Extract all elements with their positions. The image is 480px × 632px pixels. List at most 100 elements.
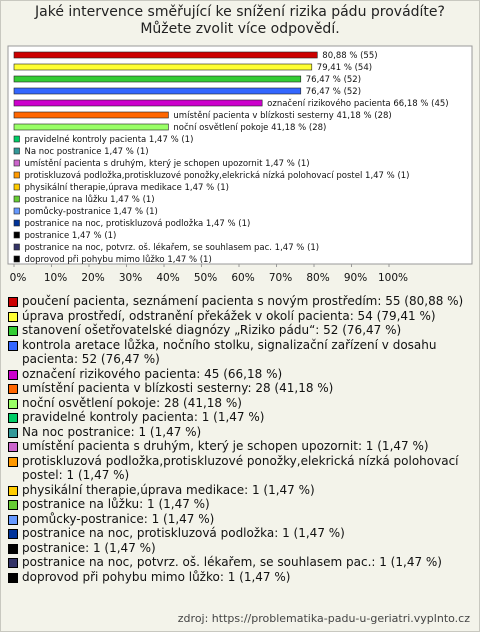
- legend-swatch: [8, 369, 18, 380]
- value-label: Na noc postranice 1,47 % (1): [25, 147, 149, 157]
- legend-swatch: [8, 529, 18, 539]
- legend-swatch: [8, 297, 18, 307]
- bar: [13, 87, 302, 95]
- legend-item: doprovod při pohybu mimo lůžko: 1 (1,47 …: [8, 570, 472, 585]
- value-label: physikální therapie,úprava medikace 1,47…: [25, 183, 229, 193]
- legend-label: poučení pacienta, seznámení pacienta s n…: [22, 294, 464, 308]
- legend-swatch: [8, 514, 18, 525]
- value-label: doprovod při pohybu mimo lůžko 1,47 % (1…: [25, 254, 212, 265]
- bar: [13, 243, 20, 251]
- legend-item: pravidelné kontroly pacienta: 1 (1,47 %): [8, 410, 472, 425]
- bar: [13, 195, 20, 203]
- legend-swatch: [8, 500, 18, 510]
- legend-item: označení rizikového pacienta: 45 (66,18 …: [8, 367, 472, 382]
- plot-area: [7, 45, 473, 265]
- x-tick-label: 10%: [44, 272, 67, 284]
- x-tick-label: 60%: [231, 272, 254, 284]
- x-tick-label: 30%: [119, 272, 142, 284]
- bar: [13, 159, 20, 167]
- legend-item: úprava prostředí, odstranění překážek v …: [8, 309, 472, 324]
- bar: [13, 231, 20, 239]
- bar: [13, 171, 20, 179]
- bar: [13, 147, 20, 155]
- bar: [13, 111, 169, 119]
- chart-title: Jaké intervence směřující ke snížení riz…: [35, 4, 445, 37]
- legend-item: poučení pacienta, seznámení pacienta s n…: [8, 294, 472, 309]
- value-label: umístění pacienta v blízkosti sesterny 4…: [173, 111, 391, 121]
- legend-label: physikální therapie,úprava medikace: 1 (…: [22, 482, 315, 497]
- value-label: označení rizikového pacienta 66,18 % (45…: [267, 98, 448, 109]
- legend-item: stanovení ošetřovatelské diagnózy „Rizik…: [8, 323, 472, 338]
- legend-label: kontrola aretace lůžka, nočního stolku, …: [22, 337, 437, 367]
- legend-label: postranice na lůžku: 1 (1,47 %): [22, 497, 210, 511]
- legend-item: kontrola aretace lůžka, nočního stolku, …: [8, 338, 472, 367]
- chart: 0% 10% 20% 30% 40% 50% 60% 70% 80% 90% 100% 80,88 %…: [7, 45, 473, 284]
- bar: [13, 123, 169, 131]
- legend-swatch: [8, 340, 18, 351]
- legend-label: noční osvětlení pokoje: 28 (41,18 %): [22, 395, 242, 410]
- legend-label: postranice: 1 (1,47 %): [22, 540, 156, 555]
- value-label: umístění pacienta s druhým, který je sch…: [25, 159, 310, 169]
- x-tick-label: 70%: [269, 272, 292, 284]
- legend-item: pomůcky-postranice: 1 (1,47 %): [8, 512, 472, 527]
- bar: [13, 207, 20, 215]
- legend-swatch: [8, 384, 18, 394]
- legend-item: Na noc postranice: 1 (1,47 %): [8, 425, 472, 440]
- bar: [13, 183, 20, 191]
- legend-item: postranice na noc, potvrz. oš. lékařem, …: [8, 555, 472, 570]
- legend-swatch: [8, 456, 18, 467]
- value-label: postranice na noc, potvrz. oš. lékařem, …: [25, 242, 320, 253]
- value-label: postranice na noc, protiskluzová podložk…: [25, 219, 251, 229]
- bar: [13, 135, 20, 143]
- legend-swatch: [8, 427, 18, 438]
- legend-item: postranice na lůžku: 1 (1,47 %): [8, 497, 472, 512]
- legend-label: postranice na noc, protiskluzová podložk…: [22, 526, 345, 540]
- value-label: 76,47 % (52): [306, 87, 361, 97]
- source: zdroj: https://problematika-padu-u-geria…: [177, 612, 470, 625]
- bar: [13, 75, 302, 83]
- legend-swatch: [8, 543, 18, 554]
- bar: [13, 51, 318, 59]
- legend-label: doprovod při pohybu mimo lůžko: 1 (1,47 …: [22, 569, 291, 584]
- legend-swatch: [8, 558, 18, 568]
- legend-label: umístění pacienta v blízkosti sesterny: …: [22, 381, 334, 395]
- legend-swatch: [8, 442, 18, 452]
- bar: [13, 219, 20, 227]
- x-tick-label: 90%: [344, 272, 367, 284]
- value-label: postranice 1,47 % (1): [25, 231, 117, 241]
- legend-swatch: [8, 485, 18, 496]
- legend-label: umístění pacienta s druhým, který je sch…: [22, 439, 429, 453]
- legend-swatch: [8, 326, 18, 336]
- value-label: pomůcky-postranice 1,47 % (1): [25, 206, 158, 217]
- value-label: 76,47 % (52): [306, 75, 361, 85]
- value-label: postranice na lůžku 1,47 % (1): [25, 194, 155, 205]
- legend-swatch: [8, 572, 18, 583]
- legend-label: protiskluzová podložka,protiskluzové pon…: [22, 453, 459, 483]
- legend-item: protiskluzová podložka,protiskluzové pon…: [8, 454, 472, 483]
- legend-swatch: [8, 398, 18, 409]
- value-label: 79,41 % (54): [317, 63, 372, 73]
- value-label: pravidelné kontroly pacienta 1,47 % (1): [25, 134, 194, 145]
- legend-label: označení rizikového pacienta: 45 (66,18 …: [22, 366, 283, 381]
- value-label: noční osvětlení pokoje 41,18 % (28): [173, 122, 326, 133]
- x-tick-label: 80%: [306, 272, 329, 284]
- legend-label: pomůcky-postranice: 1 (1,47 %): [22, 511, 215, 526]
- legend-item: umístění pacienta v blízkosti sesterny: …: [8, 381, 472, 396]
- bar: [13, 255, 20, 263]
- x-tick-label: 40%: [156, 272, 179, 284]
- bar: [13, 63, 313, 71]
- legend-item: postranice: 1 (1,47 %): [8, 541, 472, 556]
- x-tick-label: 50%: [194, 272, 217, 284]
- legend: poučení pacienta, seznámení pacienta s n…: [8, 294, 472, 584]
- value-label: 80,88 % (55): [322, 51, 377, 61]
- x-tick-label: 100%: [378, 272, 408, 284]
- legend-swatch: [8, 311, 18, 322]
- legend-swatch: [8, 413, 18, 423]
- legend-label: Na noc postranice: 1 (1,47 %): [22, 424, 202, 439]
- x-tick-label: 0%: [10, 272, 27, 284]
- legend-item: umístění pacienta s druhým, který je sch…: [8, 439, 472, 454]
- legend-item: noční osvětlení pokoje: 28 (41,18 %): [8, 396, 472, 411]
- bar: [13, 99, 263, 107]
- legend-label: pravidelné kontroly pacienta: 1 (1,47 %): [22, 410, 265, 424]
